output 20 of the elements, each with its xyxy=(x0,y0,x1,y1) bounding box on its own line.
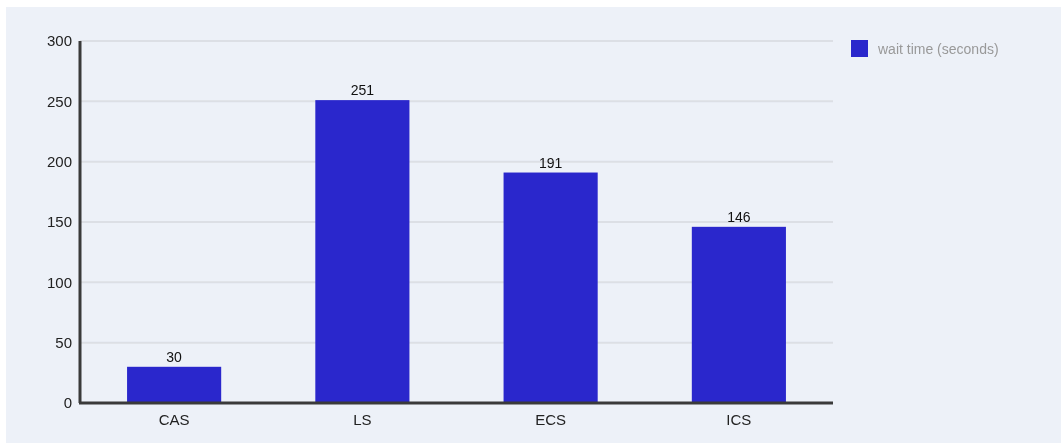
y-tick-label: 150 xyxy=(46,213,72,231)
bar xyxy=(503,172,598,403)
y-tick-label: 250 xyxy=(46,92,72,110)
legend-label: wait time (seconds) xyxy=(877,41,999,57)
x-tick-label: ICS xyxy=(726,411,752,428)
y-tick-label: 300 xyxy=(46,32,72,50)
y-tick-label: 50 xyxy=(55,333,72,351)
bar xyxy=(691,226,786,403)
y-tick-label: 100 xyxy=(46,273,72,291)
data-label: 30 xyxy=(166,348,183,365)
data-label: 251 xyxy=(350,82,375,99)
bar xyxy=(127,366,222,403)
x-tick-label: LS xyxy=(353,411,372,428)
x-tick-label: ECS xyxy=(535,411,567,428)
y-tick-label: 0 xyxy=(63,394,72,412)
data-label: 146 xyxy=(727,208,751,225)
x-tick-label: CAS xyxy=(158,411,190,428)
bar xyxy=(315,100,410,403)
data-label: 191 xyxy=(538,154,563,171)
y-tick-label: 200 xyxy=(46,152,72,170)
